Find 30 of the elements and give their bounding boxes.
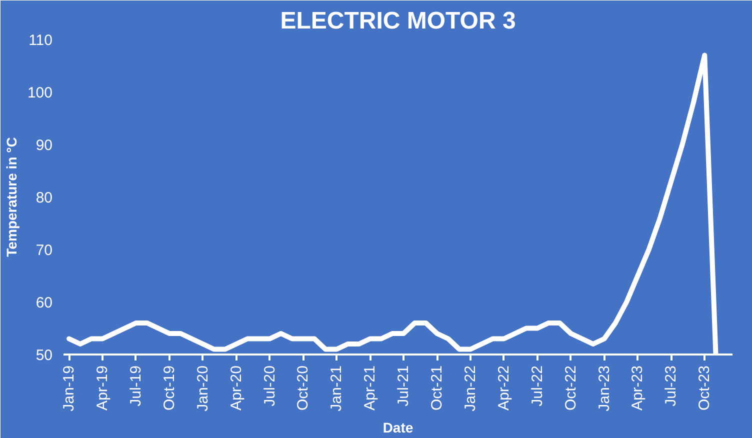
x-tick-label: Jan-22 (462, 365, 479, 412)
x-tick-label: Jul-22 (528, 365, 546, 406)
x-tick-label: Apr-22 (495, 365, 512, 411)
x-axis-title: Date (382, 419, 414, 436)
x-tick-label: Apr-19 (94, 365, 112, 411)
x-tick-label: Jul-21 (395, 365, 412, 406)
y-tick-label: 90 (36, 137, 53, 154)
y-axis-title: Temperature in °C (3, 137, 20, 257)
y-tick-label: 60 (36, 294, 53, 312)
x-tick-label: Apr-23 (629, 365, 646, 411)
chart-title: ELECTRIC MOTOR 3 (280, 8, 516, 34)
x-tick-label: Jan-21 (328, 365, 346, 412)
y-tick-label: 50 (36, 347, 53, 364)
x-tick-label: Oct-19 (160, 366, 178, 411)
y-tick-label: 110 (28, 32, 53, 49)
x-tick-label: Jan-20 (194, 365, 212, 412)
x-tick-label: Apr-20 (228, 365, 245, 411)
x-tick-label: Oct-21 (428, 366, 446, 411)
x-tick-label: Oct-22 (562, 366, 580, 411)
x-tick-label: Apr-21 (362, 365, 379, 411)
x-tick-label: Oct-20 (294, 366, 312, 411)
x-tick-label: Jul-23 (662, 365, 680, 406)
x-tick-label: Jan-23 (596, 365, 613, 412)
x-tick-label: Jul-20 (261, 365, 278, 406)
y-tick-label: 100 (27, 84, 53, 102)
x-tick-label: Oct-23 (696, 366, 714, 411)
x-tick-label: Jan-19 (60, 365, 78, 412)
x-tick-label: Jul-19 (127, 365, 144, 406)
y-tick-label: 70 (36, 242, 53, 259)
y-tick-label: 80 (36, 190, 53, 206)
